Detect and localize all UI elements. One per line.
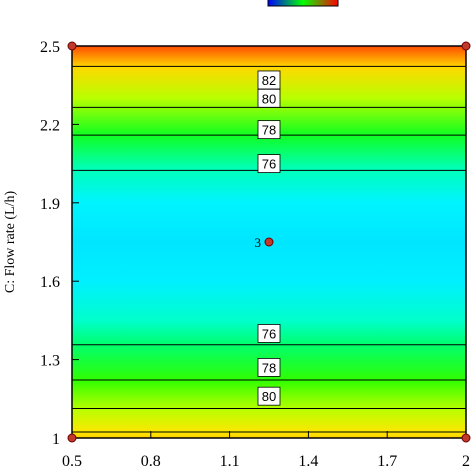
contour-label: 80 xyxy=(257,88,281,108)
design-point xyxy=(67,433,77,443)
contour-labels: 82 80 78 76 76 78 80 xyxy=(257,70,281,406)
contour-label-box xyxy=(257,154,281,174)
contour-label-text: 78 xyxy=(262,123,276,138)
design-point xyxy=(461,433,471,443)
contour-label-box xyxy=(257,324,281,343)
contour-label-text: 80 xyxy=(262,91,276,106)
contour-label-text: 76 xyxy=(262,157,276,172)
y-tick-label: 1.3 xyxy=(40,353,60,370)
y-tick-label: 2.2 xyxy=(40,117,60,134)
contour-label: 82 xyxy=(257,70,281,90)
design-points: 3 xyxy=(67,41,471,443)
contour-label: 78 xyxy=(257,120,281,140)
contour-label: 76 xyxy=(257,324,281,343)
contour-label-box xyxy=(257,386,281,406)
x-tick-label: 1.1 xyxy=(220,453,240,470)
y-tick-label: 1 xyxy=(52,431,60,448)
y-tick-label: 2.5 xyxy=(40,39,60,56)
x-tick-label: 2 xyxy=(462,453,470,470)
contour-label-box xyxy=(257,88,281,108)
design-point xyxy=(264,237,274,247)
contour-label: 76 xyxy=(257,154,281,174)
legend-colorbar xyxy=(267,0,339,7)
y-tick-label: 1.9 xyxy=(40,196,60,213)
contour-label-box xyxy=(257,120,281,140)
contour-label-box xyxy=(257,358,281,377)
plot-frame xyxy=(71,45,467,439)
contour-label-text: 76 xyxy=(262,326,276,341)
color-legend xyxy=(150,0,339,7)
contour-label: 78 xyxy=(257,358,281,377)
x-tick-label: 0.5 xyxy=(62,453,82,470)
legend-title-cropped xyxy=(150,0,230,2)
design-point xyxy=(461,41,471,51)
y-axis-title: C: Flow rate (L/h) xyxy=(3,191,18,294)
x-tick-label: 1.4 xyxy=(298,453,318,470)
x-axis: 0.5 0.8 1.1 1.4 1.7 2 xyxy=(62,431,470,470)
x-tick-label: 1.7 xyxy=(377,453,397,470)
contour-label-text: 78 xyxy=(262,360,276,375)
design-point xyxy=(67,41,77,51)
contour-label-text: 82 xyxy=(262,73,276,88)
y-tick-label: 1.6 xyxy=(40,274,60,291)
contour-label: 80 xyxy=(257,386,281,406)
design-point-label: 3 xyxy=(255,235,262,250)
x-tick-label: 0.8 xyxy=(141,453,161,470)
contour-label-text: 80 xyxy=(262,389,276,404)
